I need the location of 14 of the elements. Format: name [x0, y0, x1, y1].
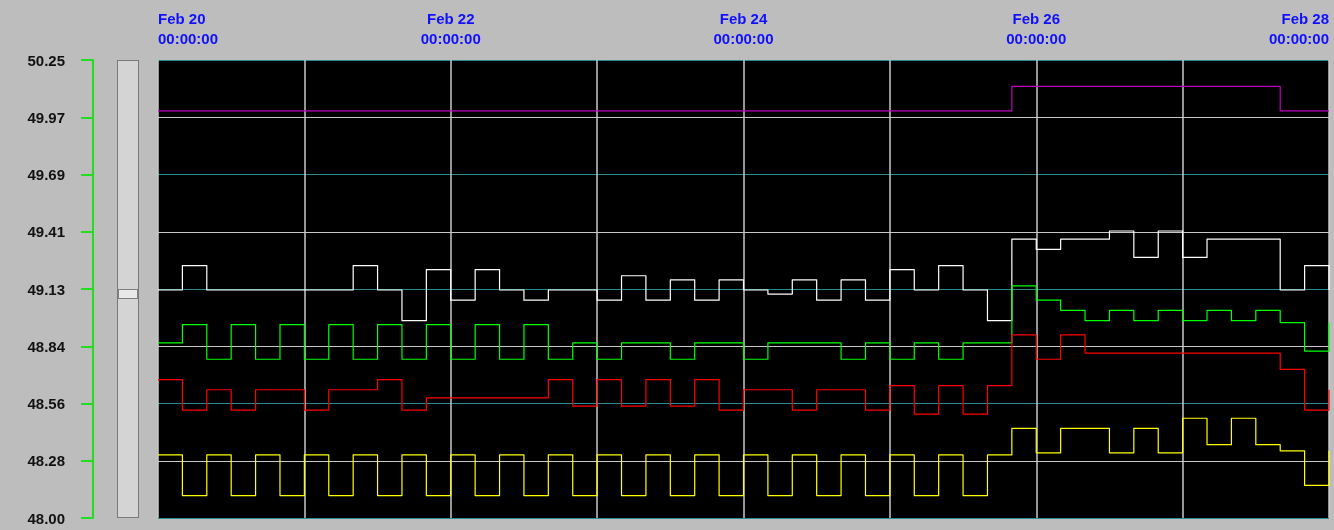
y-tick-label: 49.41	[27, 223, 65, 241]
y-tick-label: 49.13	[27, 280, 65, 298]
y-tick-label: 48.84	[27, 337, 66, 355]
x-tick-label: Feb 28 00:00:00	[1268, 9, 1329, 47]
y-tick-label: 49.69	[27, 166, 65, 183]
x-tick-label: Feb 24 00:00:00	[713, 9, 774, 47]
x-tick-label: Feb 20 00:00:00	[158, 9, 219, 47]
x-tick-label: Feb 22 00:00:00	[420, 9, 481, 47]
x-tick-label: Feb 26 00:00:00	[1006, 9, 1067, 47]
y-tick-label: 48.28	[27, 452, 65, 470]
y-tick-label: 48.56	[27, 395, 65, 412]
y-tick-label: 50.25	[27, 51, 65, 69]
y-tick-label: 49.97	[27, 108, 65, 126]
y-tick-label: 48.00	[27, 509, 65, 527]
